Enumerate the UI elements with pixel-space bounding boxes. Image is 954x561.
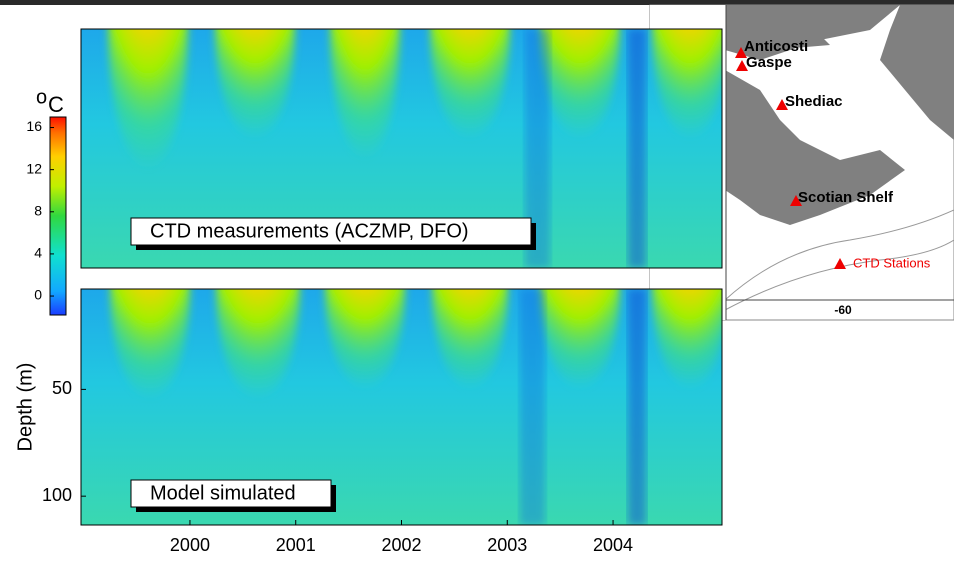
colorbar	[49, 116, 67, 316]
y-tick-label: 100	[42, 485, 72, 505]
label-box	[130, 479, 332, 508]
x-tick-label: 2001	[276, 535, 316, 555]
station-label: Anticosti	[744, 38, 808, 55]
map-legend: CTD Stations	[853, 255, 931, 270]
top-bar	[0, 0, 954, 5]
ctd-heatmap	[81, 29, 722, 268]
stations: Anticosti Gaspe Shediac Scotian Shelf	[735, 38, 894, 206]
station-label: Shediac	[785, 93, 843, 110]
x-tick-label: 2000	[170, 535, 210, 555]
x-tick-label: 2004	[593, 535, 633, 555]
colorbar-tick-label: 12	[26, 160, 42, 176]
station-label: Gaspe	[746, 54, 792, 71]
map-lon-tick: -60	[834, 303, 852, 317]
colorbar-tick-label: 4	[34, 245, 42, 261]
y-tick-label: 50	[52, 378, 72, 398]
colorbar-tick-label: 0	[34, 287, 42, 303]
panel-label: Model simulated	[150, 482, 296, 504]
label-box	[130, 217, 532, 246]
station-label: Scotian Shelf	[798, 189, 894, 206]
panel-label: CTD measurements (ACZMP, DFO)	[150, 220, 469, 242]
legend-marker	[834, 258, 846, 269]
panel-frame	[80, 28, 723, 269]
colorbar-tick-label: 8	[34, 202, 42, 218]
x-tick-label: 2002	[381, 535, 421, 555]
x-tick-label: 2003	[487, 535, 527, 555]
colorbar-unit: C	[48, 92, 64, 117]
colorbar-unit-sup: o	[36, 86, 47, 108]
colorbar-tick-label: 16	[26, 118, 42, 134]
y-axis-label: Depth (m)	[14, 363, 36, 452]
